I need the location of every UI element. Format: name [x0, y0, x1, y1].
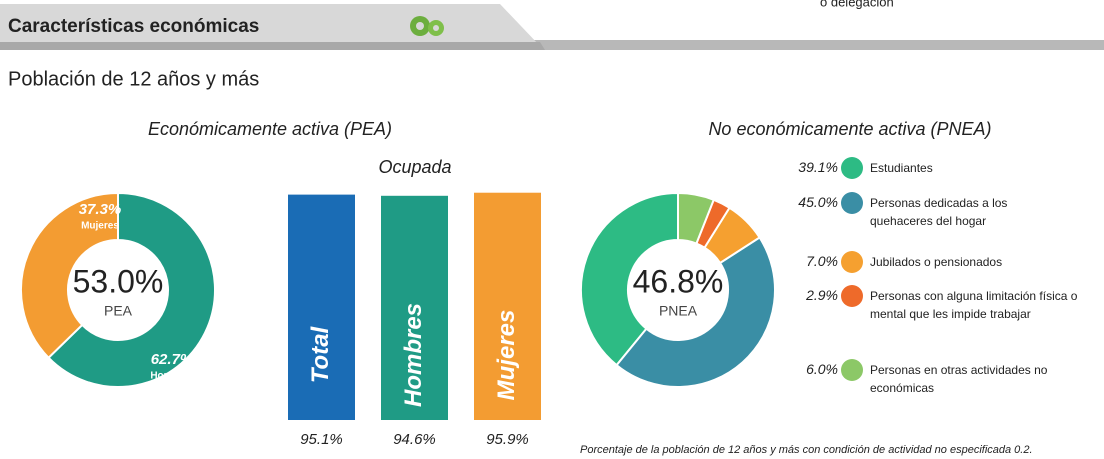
- legend-value: 39.1%: [798, 159, 838, 175]
- legend-value: 45.0%: [798, 194, 838, 210]
- subtitle: Población de 12 años y más: [8, 68, 259, 90]
- donut-segment: [20, 191, 119, 360]
- value-label: 95.9%: [486, 431, 529, 448]
- bar: [288, 194, 355, 420]
- value-label: 94.6%: [393, 431, 436, 448]
- note: Porcentaje de la población de 12 años y …: [580, 444, 1033, 456]
- legend-swatch: [841, 192, 863, 214]
- legend-label: Personas con alguna limitación física o …: [870, 289, 1078, 321]
- chart-title: Ocupada: [378, 157, 451, 177]
- bar-category: Mujeres: [493, 310, 520, 401]
- gear-icon: [410, 16, 444, 36]
- legend-label: Personas dedicadas a los quehaceres del …: [870, 196, 1008, 228]
- legend-swatch: [841, 359, 863, 381]
- header-title: Características económicas: [8, 16, 259, 37]
- chart-title: No económicamente activa (PNEA): [708, 119, 991, 139]
- bar-category: Total: [307, 325, 334, 383]
- center-value: 53.0%: [73, 263, 164, 299]
- chart-title: Económicamente activa (PEA): [148, 119, 392, 139]
- value-label: 62.7%: [151, 351, 194, 368]
- center-name: PEA: [104, 303, 133, 319]
- bar-category: Hombres: [400, 303, 427, 407]
- header-underline: [0, 42, 545, 50]
- header-band: [470, 40, 1104, 50]
- header-tab: [0, 4, 540, 46]
- legend-label: Jubilados o pensionados: [870, 255, 1003, 269]
- segment-name: Mujeres: [81, 221, 119, 232]
- legend-label: Personas en otras actividades no económi…: [870, 363, 1048, 395]
- corner-text: o delegación: [820, 0, 894, 9]
- legend-swatch: [841, 285, 863, 307]
- legend-swatch: [841, 157, 863, 179]
- value-label: 95.1%: [300, 431, 343, 448]
- legend-swatch: [841, 251, 863, 273]
- center-value: 46.8%: [633, 263, 724, 299]
- bar: [381, 195, 448, 420]
- segment-name: Hombres: [150, 371, 194, 382]
- legend-label: Estudiantes: [870, 161, 933, 175]
- value-label: 37.3%: [79, 201, 122, 218]
- legend-value: 2.9%: [806, 287, 838, 303]
- donut-segment: [47, 191, 216, 388]
- legend-value: 6.0%: [806, 361, 838, 377]
- donut-segment: [615, 236, 776, 388]
- bar: [474, 192, 541, 420]
- donut-segment: [677, 191, 716, 245]
- donut-segment: [580, 191, 679, 367]
- center-name: PNEA: [659, 303, 698, 319]
- legend-value: 7.0%: [806, 253, 838, 269]
